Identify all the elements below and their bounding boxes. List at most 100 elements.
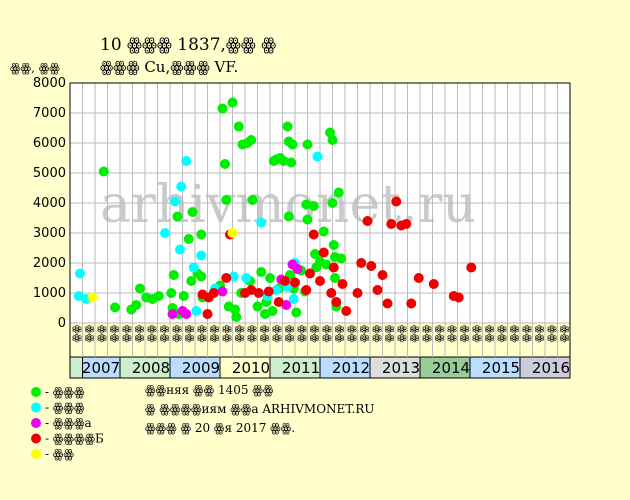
quarter-label: ꙮꙮ	[521, 325, 532, 343]
year-label: 2008	[132, 359, 170, 377]
quarter-label: ꙮꙮ	[459, 325, 470, 343]
plot-frame	[69, 82, 571, 379]
year-label: 2016	[532, 359, 570, 377]
data-point	[247, 195, 258, 205]
grid	[69, 82, 571, 357]
data-point	[181, 156, 192, 166]
quarter-label: ꙮꙮ	[409, 325, 420, 343]
quarter-label: ꙮꙮ	[221, 325, 232, 343]
data-point	[308, 201, 319, 211]
data-point	[227, 97, 238, 108]
legend-swatch	[31, 449, 41, 459]
data-point	[221, 273, 232, 283]
watermark: arhivmonet.ru	[100, 175, 476, 235]
data-point	[217, 286, 228, 297]
data-point	[366, 261, 377, 271]
quarter-label: ꙮꙮ	[121, 325, 132, 343]
data-point	[256, 217, 267, 228]
legend-swatch	[31, 418, 41, 428]
data-point	[336, 253, 347, 264]
data-point	[170, 196, 180, 207]
quarter-labels: ꙮꙮ ꙮꙮ ꙮꙮ ꙮꙮ ꙮꙮ ꙮꙮ ꙮꙮ ꙮꙮ ꙮꙮ ꙮꙮ ꙮꙮ ꙮꙮ ꙮꙮ ꙮꙮ ꙮꙮ ꙮꙮ ꙮꙮ ꙮꙮ ꙮꙮ ꙮꙮ…	[71, 325, 570, 343]
data-point	[377, 270, 388, 280]
data-point	[273, 297, 284, 307]
quarter-label: ꙮꙮ	[134, 325, 145, 343]
data-point	[267, 306, 278, 316]
quarter-label: ꙮꙮ	[246, 325, 257, 343]
data-point	[196, 250, 207, 261]
legend-label: - ꙮꙮ	[45, 447, 74, 461]
data-points	[73, 97, 477, 322]
data-point	[321, 259, 332, 270]
data-point	[241, 273, 252, 283]
quarter-label: ꙮꙮ	[346, 325, 357, 343]
data-point	[253, 288, 264, 298]
note-line: ꙮꙮняя ꙮꙮ 1405 ꙮꙮ	[145, 383, 274, 397]
data-point	[291, 307, 302, 318]
data-point	[221, 195, 232, 205]
quarter-label: ꙮꙮ	[534, 325, 545, 343]
data-point	[172, 211, 183, 222]
year-band	[69, 356, 571, 379]
quarter-label: ꙮꙮ	[284, 325, 295, 343]
data-point	[98, 166, 109, 177]
y-tick-label: 7000	[33, 106, 66, 121]
data-point	[382, 298, 393, 309]
data-point	[328, 240, 339, 250]
data-point	[246, 285, 257, 295]
data-point	[326, 288, 337, 298]
data-point	[160, 228, 170, 238]
quarter-label: ꙮꙮ	[209, 325, 220, 343]
quarter-label: ꙮꙮ	[421, 325, 432, 343]
data-point	[227, 228, 238, 238]
data-point	[286, 157, 297, 168]
data-point	[196, 271, 207, 282]
data-point	[166, 288, 177, 298]
data-point	[333, 187, 344, 198]
data-point	[87, 292, 98, 303]
data-point	[318, 247, 329, 258]
data-point	[290, 277, 300, 288]
data-point	[233, 121, 244, 132]
data-point	[283, 211, 294, 222]
data-point	[331, 297, 342, 307]
data-point	[337, 279, 348, 289]
data-point	[110, 302, 120, 313]
notes: ꙮꙮняя ꙮꙮ 1405 ꙮꙮ ꙮ ꙮꙮꙮꙮиям ꙮꙮа ARHIVMONET…	[145, 383, 375, 435]
data-point	[246, 135, 257, 145]
data-point	[188, 262, 199, 273]
data-point	[301, 285, 312, 295]
data-point	[327, 198, 338, 208]
data-point	[271, 285, 282, 295]
data-point	[391, 196, 402, 207]
data-point	[263, 286, 274, 297]
data-point	[305, 268, 315, 279]
data-point	[341, 306, 352, 316]
year-label: 2014	[432, 359, 470, 377]
data-point	[191, 306, 202, 316]
quarter-label: ꙮꙮ	[334, 325, 345, 343]
data-point	[302, 139, 313, 150]
y-axis-label: ꙮꙮ, ꙮꙮ	[10, 61, 60, 75]
data-point	[153, 291, 164, 301]
data-point	[280, 276, 290, 286]
data-point	[288, 294, 299, 304]
data-point	[256, 267, 267, 277]
quarter-label: ꙮꙮ	[96, 325, 107, 343]
quarter-label: ꙮꙮ	[496, 325, 507, 343]
quarter-label: ꙮꙮ	[309, 325, 320, 343]
year-label: 2010	[232, 359, 270, 377]
data-point	[292, 264, 303, 274]
data-point	[75, 268, 85, 279]
data-point	[328, 262, 339, 273]
data-point	[428, 279, 439, 289]
data-point	[310, 249, 320, 259]
y-tick-label: 8000	[33, 76, 66, 91]
quarter-label: ꙮꙮ	[259, 325, 270, 343]
quarter-label: ꙮꙮ	[471, 325, 482, 343]
data-point	[167, 309, 178, 319]
data-point	[231, 312, 242, 322]
data-point	[362, 216, 373, 226]
data-point	[230, 304, 240, 315]
